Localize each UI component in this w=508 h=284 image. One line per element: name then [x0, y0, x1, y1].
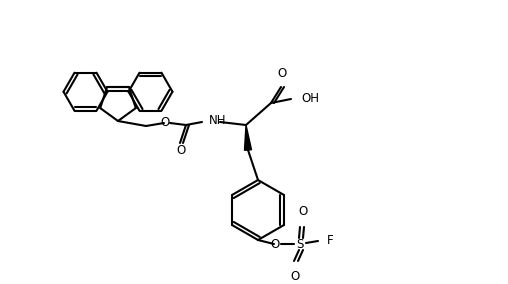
Text: O: O: [161, 116, 170, 130]
Text: O: O: [270, 239, 279, 252]
Text: S: S: [296, 237, 304, 250]
Text: O: O: [298, 205, 308, 218]
Text: O: O: [277, 67, 287, 80]
Text: F: F: [327, 235, 334, 247]
Text: O: O: [176, 143, 185, 156]
Text: O: O: [291, 270, 300, 283]
Polygon shape: [244, 125, 251, 150]
Text: NH: NH: [209, 114, 227, 128]
Text: OH: OH: [301, 91, 319, 105]
